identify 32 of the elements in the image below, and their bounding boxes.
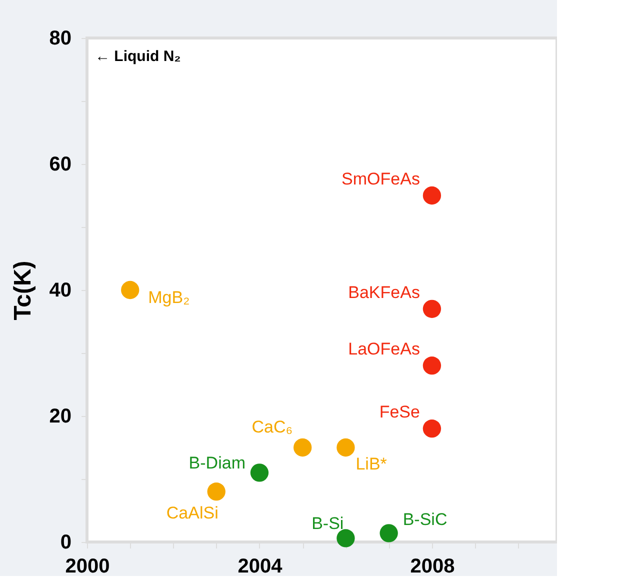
x-tick-label: 2004 bbox=[238, 556, 284, 578]
annotation: B-Diam bbox=[188, 454, 246, 473]
annotation: LaOFeAs bbox=[348, 340, 420, 359]
annotation: ← Liquid N₂ bbox=[95, 48, 181, 65]
point bbox=[422, 356, 442, 375]
point bbox=[422, 420, 442, 438]
annotation: SmOFeAs bbox=[342, 170, 420, 188]
point bbox=[422, 300, 442, 318]
y-tick-label: 0 bbox=[60, 532, 72, 554]
point bbox=[294, 438, 312, 457]
x-tick-label: 2000 bbox=[65, 556, 110, 578]
annotation: FeSe bbox=[379, 402, 420, 422]
annotation: BaKFeAs bbox=[348, 282, 420, 302]
annotation: CaAlSi bbox=[166, 504, 218, 523]
annotation: B-SiC bbox=[402, 510, 448, 530]
point bbox=[250, 464, 269, 482]
annotation: MgB₂ bbox=[148, 288, 190, 307]
y-tick-label: 20 bbox=[49, 406, 72, 428]
x-tick-label: 2008 bbox=[410, 556, 455, 578]
annotation: B-Si bbox=[312, 514, 344, 534]
point bbox=[121, 280, 140, 300]
point bbox=[422, 186, 442, 205]
y-tick-label: 80 bbox=[49, 28, 72, 50]
annotation: LiB* bbox=[356, 454, 388, 474]
point bbox=[380, 524, 398, 542]
y-tick-label: 40 bbox=[49, 280, 72, 302]
point bbox=[336, 529, 355, 548]
point bbox=[336, 438, 355, 457]
y-tick-label: 60 bbox=[49, 154, 72, 176]
y-axis-title: Tc(K) bbox=[9, 260, 36, 320]
annotation: CaC₆ bbox=[252, 418, 293, 436]
point bbox=[207, 482, 226, 501]
